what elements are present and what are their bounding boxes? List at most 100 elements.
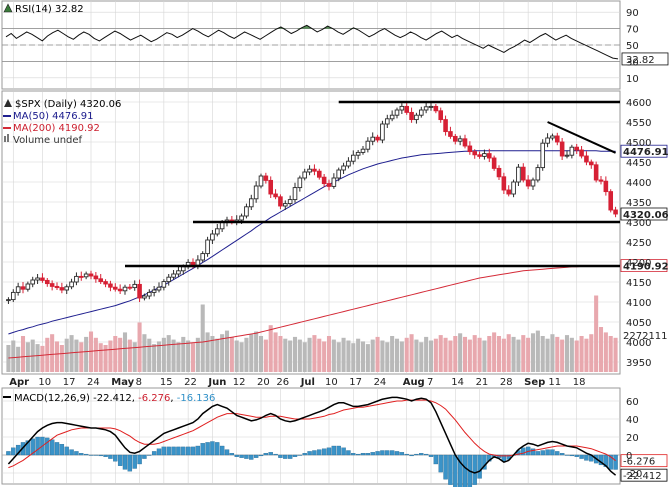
candle-body [394, 109, 400, 116]
price-ytick-label: 4600 [626, 98, 651, 109]
volume-bar [317, 338, 322, 372]
volume-bar [113, 336, 118, 372]
candle-body [486, 153, 492, 159]
candle-body [49, 283, 55, 287]
macd-histogram-bar [239, 454, 244, 458]
macd-histogram-bar [438, 454, 443, 473]
candle-body [525, 179, 531, 187]
candle-body [156, 286, 162, 291]
candle-body [200, 253, 206, 261]
candle-body [370, 136, 376, 142]
support-resistance-lines: 4476.91 4190.92 4320.06 [125, 100, 669, 273]
volume-bar [501, 338, 506, 372]
rsi-title: RSI(14) 32.82 [15, 4, 84, 15]
candle-body [482, 153, 487, 157]
ma200-legend: MA(200) 4190.92 [13, 123, 100, 134]
volume-bar [283, 338, 288, 372]
candle-body [550, 135, 555, 139]
volume-bar [50, 334, 55, 372]
ma200-line [8, 265, 616, 359]
price-ytick-label: 4500 [626, 138, 651, 149]
macd-value: -22.412 [93, 393, 132, 404]
xtick-label: Jul [300, 377, 315, 388]
macd-histogram-bar [215, 442, 220, 456]
xtick-label: Apr [9, 377, 29, 388]
volume-bar [142, 334, 147, 372]
xtick-label: 12 [233, 377, 246, 388]
volume-bar [16, 346, 21, 372]
volume-bar [409, 334, 414, 372]
ma50-end-label: 4476.91 [623, 147, 669, 158]
volume-bar [472, 335, 477, 372]
candle-body [418, 109, 424, 116]
volume-bar [292, 336, 298, 372]
xtick-label: 10 [325, 377, 338, 388]
candle-body [380, 123, 385, 141]
candle-body [559, 141, 565, 157]
rsi-ytick-label: 30 [626, 57, 639, 68]
macd-histogram-bar [428, 454, 434, 457]
candle-body [268, 179, 274, 195]
price-legend: $SPX (Daily) 4320.06 MA(50) 4476.91 MA(2… [3, 99, 121, 146]
macd-histogram-bar [224, 449, 230, 456]
volume-bar [215, 338, 220, 372]
macd-histogram-bar [161, 446, 167, 456]
volume-bar [448, 340, 453, 372]
candle-body [603, 180, 609, 193]
ma50-line [8, 150, 616, 335]
macd-histogram-bar [88, 454, 94, 456]
candle-body [112, 286, 118, 290]
macd-histogram-bar [462, 454, 468, 487]
macd-histogram-bar [249, 454, 254, 460]
macd-histogram-bar [108, 454, 113, 459]
macd-histogram-bar [584, 454, 589, 461]
macd-histogram-bar [83, 453, 89, 456]
candle-body [6, 299, 11, 302]
macd-histogram-bar [93, 454, 99, 456]
macd-end-label-box [620, 468, 668, 482]
volume-bar [341, 337, 346, 372]
candle-body [30, 279, 36, 285]
candle-body [307, 168, 312, 173]
macd-histogram-bar [127, 454, 133, 472]
macd-histogram-bar [443, 454, 448, 480]
volume-bar [176, 342, 181, 372]
candle-body [472, 151, 478, 156]
volume-bar [6, 345, 11, 372]
volume-bar [190, 343, 196, 372]
macd-histogram-bar [122, 454, 128, 470]
candle-body [44, 279, 50, 285]
rsi-ytick-label: 10 [626, 74, 639, 85]
volume-bar [526, 337, 531, 372]
macd-histogram-bar [181, 446, 186, 456]
macd-histogram-bar [375, 451, 380, 456]
macd-histogram-bar [297, 454, 303, 456]
candle-body [375, 136, 380, 141]
volume-bar [322, 341, 327, 372]
candle-body [438, 110, 444, 121]
volume-bar [370, 339, 375, 372]
volume-bar [210, 336, 215, 372]
macd-histogram-bar [35, 436, 40, 456]
volume-bar [360, 341, 366, 372]
xtick-label: 15 [160, 377, 173, 388]
macd-ytick-label: 0 [626, 451, 632, 462]
volume-bar [458, 333, 463, 372]
candle-body [598, 179, 604, 182]
candle-body [501, 176, 507, 191]
candle-body [588, 161, 594, 166]
candle-body [462, 138, 468, 147]
candle-body [516, 166, 521, 183]
rsi-ytick-label: 90 [626, 8, 639, 19]
macd-histogram-bar [564, 454, 570, 456]
candle-body [389, 114, 395, 120]
volume-bar [20, 336, 26, 372]
candle-body [384, 118, 390, 125]
volume-bar [574, 340, 579, 372]
volume-bar [603, 332, 608, 372]
candle-body [467, 145, 473, 153]
volume-bar [195, 337, 200, 372]
volume-bar [535, 330, 540, 372]
candle-body [54, 285, 60, 289]
